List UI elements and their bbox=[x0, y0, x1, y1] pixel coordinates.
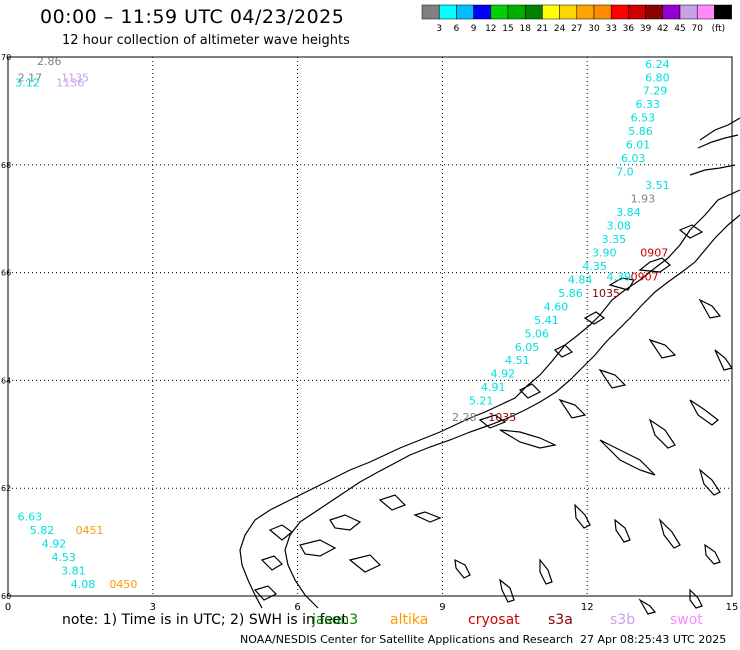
wave-height-label: 5.21 bbox=[469, 395, 494, 408]
lat-tick-label: 70 bbox=[1, 53, 11, 62]
wave-height-label: 4.60 bbox=[544, 300, 569, 313]
wave-height-label: 4.39 bbox=[607, 271, 632, 284]
lat-tick-label: 64 bbox=[1, 376, 11, 385]
wave-height-label: 4.08 bbox=[71, 578, 96, 591]
wave-height-label: 6.01 bbox=[626, 139, 651, 152]
wave-height-label: 1.93 bbox=[631, 193, 656, 206]
wave-height-label: 7.29 bbox=[643, 85, 668, 98]
wave-height-label: 1035 bbox=[488, 411, 516, 424]
map-title: 00:00 – 11:59 UTC 04/23/2025 bbox=[40, 6, 345, 28]
legend-s3a: s3a bbox=[548, 612, 573, 628]
colorbar-label: 33 bbox=[605, 24, 616, 34]
generated-timestamp: 27 Apr 08:25:43 UTC 2025 bbox=[580, 633, 727, 646]
wave-height-label: 4.92 bbox=[491, 368, 515, 381]
wave-height-label: 3.81 bbox=[61, 564, 86, 577]
wave-height-label: 6.05 bbox=[515, 341, 540, 354]
legend-altika: altika bbox=[390, 612, 429, 628]
legend-s3b: s3b bbox=[610, 612, 636, 628]
lon-tick-label: 6 bbox=[294, 602, 300, 613]
wave-height-label: 4.35 bbox=[582, 260, 607, 273]
colorbar-label: 36 bbox=[623, 24, 635, 34]
wave-height-labels: 2.86 2.17 1135 3.12 1136 6.246.807.296.336.53… bbox=[15, 55, 669, 591]
wave-height-label: 1035 bbox=[592, 287, 620, 300]
colorbar-swatch bbox=[714, 4, 732, 20]
lat-tick-label: 66 bbox=[1, 269, 11, 278]
wave-height-label: 0907 bbox=[640, 246, 668, 259]
wave-height-label: 5.06 bbox=[524, 327, 549, 340]
wave-height-label: 0450 bbox=[109, 578, 137, 591]
wave-height-label: 2.86 bbox=[37, 55, 62, 68]
wave-height-label: 3.12 bbox=[15, 77, 39, 90]
wave-height-label: 2.17 bbox=[18, 71, 43, 84]
footnote: note: 1) Time is in UTC; 2) SWH is in fe… bbox=[62, 612, 348, 628]
lon-tick-label: 15 bbox=[726, 602, 739, 613]
lon-tick-label: 9 bbox=[439, 602, 445, 613]
colorbar-label: 15 bbox=[502, 24, 513, 34]
colorbar-label: 39 bbox=[640, 24, 652, 34]
map-frame bbox=[7, 56, 733, 597]
legend-jason3: jason3 bbox=[312, 612, 359, 628]
wave-height-label: 4.53 bbox=[51, 551, 76, 564]
colorbar-label: 3 bbox=[436, 24, 442, 34]
colorbar-label: 9 bbox=[471, 24, 477, 34]
wave-height-label: 4.91 bbox=[481, 381, 506, 394]
wave-height-label: 3.35 bbox=[602, 233, 627, 246]
wave-height-colorbar: 3 6 9 12 15 18 21 24 27 30 33 36 39 42 45 70 (ft) bbox=[421, 4, 732, 34]
lon-tick-label: 0 bbox=[5, 602, 11, 613]
colorbar-label: 18 bbox=[519, 24, 531, 34]
graticule: 0 3 6 9 12 15 60 62 64 66 68 70 bbox=[1, 53, 738, 613]
wave-height-label: 5.86 bbox=[628, 125, 653, 138]
wave-height-label: 4.92 bbox=[42, 537, 67, 550]
wave-height-label: 3.84 bbox=[616, 206, 641, 219]
lon-tick-label: 12 bbox=[581, 602, 594, 613]
wave-height-label: 5.41 bbox=[534, 314, 559, 327]
wave-height-label: 3.08 bbox=[607, 219, 632, 232]
wave-height-label: 5.82 bbox=[30, 524, 55, 537]
lon-tick-label: 3 bbox=[150, 602, 156, 613]
colorbar-label: (ft) bbox=[712, 24, 726, 34]
colorbar-label: 45 bbox=[674, 24, 685, 34]
map-subtitle: 12 hour collection of altimeter wave hei… bbox=[62, 33, 350, 48]
wave-height-label: 1135 bbox=[61, 71, 89, 84]
wave-height-label: 6.33 bbox=[635, 98, 660, 111]
lat-tick-label: 62 bbox=[1, 484, 11, 493]
lat-tick-label: 60 bbox=[1, 592, 11, 601]
colorbar-label: 70 bbox=[691, 24, 703, 34]
wave-height-label: 0907 bbox=[631, 271, 659, 284]
credit-line: NOAA/NESDIS Center for Satellite Applica… bbox=[240, 633, 574, 646]
wave-height-label: 6.63 bbox=[18, 511, 43, 524]
wave-height-label: 3.51 bbox=[645, 179, 670, 192]
wave-height-label: 6.80 bbox=[645, 71, 670, 84]
norway-coastline bbox=[239, 117, 740, 615]
wave-height-label: 4.51 bbox=[505, 354, 530, 367]
wave-height-label: 0451 bbox=[76, 524, 104, 537]
colorbar-label: 42 bbox=[657, 24, 668, 34]
wave-height-label: 1136 bbox=[56, 77, 84, 90]
lat-tick-label: 68 bbox=[1, 161, 11, 170]
colorbar-label: 21 bbox=[537, 24, 548, 34]
wave-height-label: 6.53 bbox=[631, 112, 656, 125]
legend-swot: swot bbox=[670, 612, 703, 628]
wave-height-label: 3.90 bbox=[592, 246, 617, 259]
colorbar-label: 24 bbox=[554, 24, 566, 34]
legend-cryosat: cryosat bbox=[468, 612, 520, 628]
wave-height-label: 4.84 bbox=[568, 273, 593, 286]
wave-height-label: 2.28 bbox=[452, 411, 477, 424]
colorbar-label: 27 bbox=[571, 24, 582, 34]
wave-height-label: 5.86 bbox=[558, 287, 583, 300]
colorbar-label: 12 bbox=[485, 24, 496, 34]
colorbar-label: 30 bbox=[588, 24, 600, 34]
wave-height-label: 6.24 bbox=[645, 58, 670, 71]
colorbar-label: 6 bbox=[454, 24, 460, 34]
wave-height-label: 7.0 bbox=[616, 166, 634, 179]
wave-height-label: 6.03 bbox=[621, 152, 646, 165]
